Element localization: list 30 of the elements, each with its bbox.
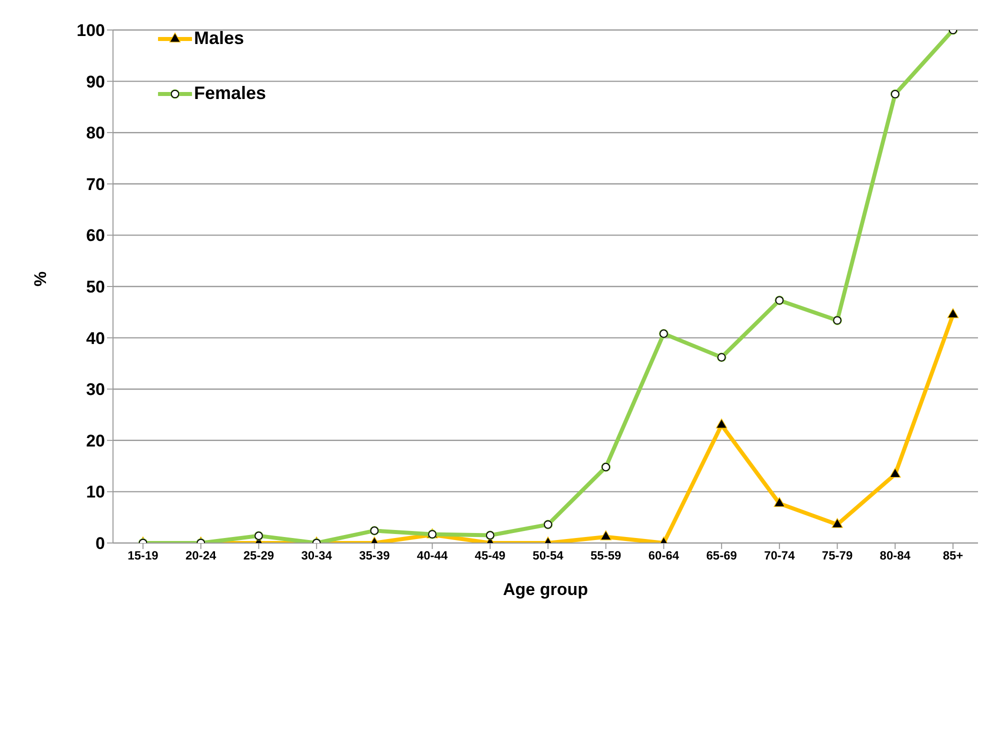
y-tick-label: 80	[86, 124, 105, 143]
x-tick-label: 15-19	[128, 548, 159, 563]
x-tick-label: 70-74	[764, 548, 796, 563]
x-tick-label: 25-29	[243, 548, 274, 563]
x-tick-label: 45-49	[474, 548, 506, 563]
y-tick-label: 60	[86, 226, 105, 246]
x-tick-label: 40-44	[416, 548, 448, 563]
legend-label: Males	[194, 28, 244, 49]
y-tick-label: 0	[96, 534, 105, 554]
x-tick-label: 55-59	[590, 548, 622, 563]
x-tick-label: 35-39	[359, 548, 390, 563]
x-tick-label: 75-79	[822, 548, 853, 563]
y-tick-label: 30	[86, 380, 105, 400]
x-tick-label: 60-64	[648, 548, 680, 563]
x-tick-label: 85+	[942, 548, 964, 563]
y-tick-label: 90	[86, 72, 105, 92]
x-tick-label: 20-24	[186, 548, 217, 563]
legend-label: Females	[194, 83, 266, 104]
y-tick-label: 20	[86, 431, 105, 450]
y-tick-label: 50	[86, 278, 105, 297]
x-tick-label: 80-84	[880, 548, 911, 563]
y-tick-label: 40	[86, 328, 105, 348]
x-axis-title: Age group	[503, 580, 588, 599]
x-tick-label: 65-69	[706, 548, 738, 563]
y-tick-label: 100	[76, 21, 105, 40]
y-tick-label: 10	[86, 482, 105, 502]
y-axis-title: %	[31, 271, 50, 286]
y-tick-label: 70	[86, 174, 105, 194]
x-tick-label: 50-54	[532, 548, 564, 563]
x-tick-label: 30-34	[301, 548, 332, 563]
